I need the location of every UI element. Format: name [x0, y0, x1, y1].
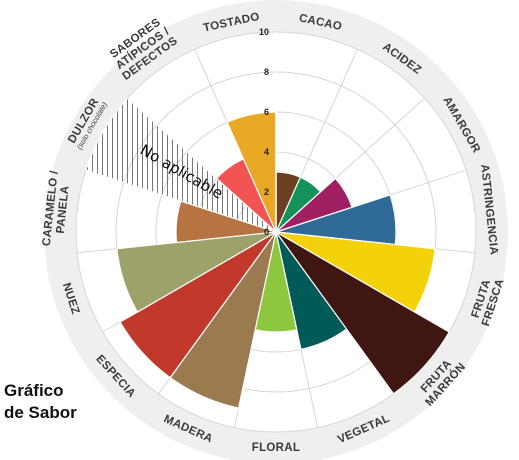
- sector-dulzor: [85, 97, 277, 233]
- chart-title-line-1: Gráfico: [4, 381, 64, 400]
- category-label-text: PANELA: [55, 185, 72, 234]
- category-label-text: FLORAL: [252, 442, 300, 454]
- r-tick-label-8: 8: [264, 67, 269, 77]
- r-tick-label-2: 2: [264, 187, 269, 197]
- r-tick-label-6: 6: [264, 107, 269, 117]
- sectors: No aplicable: [85, 97, 451, 409]
- chart-title-line-2: de Sabor: [4, 403, 77, 422]
- r-tick-label-4: 4: [264, 147, 269, 157]
- sector-especia: [119, 231, 277, 379]
- chart-title: Gráfico de Sabor: [4, 380, 77, 424]
- category-label-caramelo-panela: CARAMELO /PANELA: [41, 169, 72, 246]
- category-label-floral: FLORAL: [252, 442, 300, 454]
- r-tick-label-0: 0: [264, 227, 269, 237]
- sector-fruta-marron: [275, 231, 451, 395]
- sector-nuez: [116, 231, 277, 313]
- r-tick-label-10: 10: [259, 27, 269, 37]
- radial-axis: 0 2 4 6 8 10: [259, 27, 277, 237]
- sector-vegetal: [275, 231, 348, 351]
